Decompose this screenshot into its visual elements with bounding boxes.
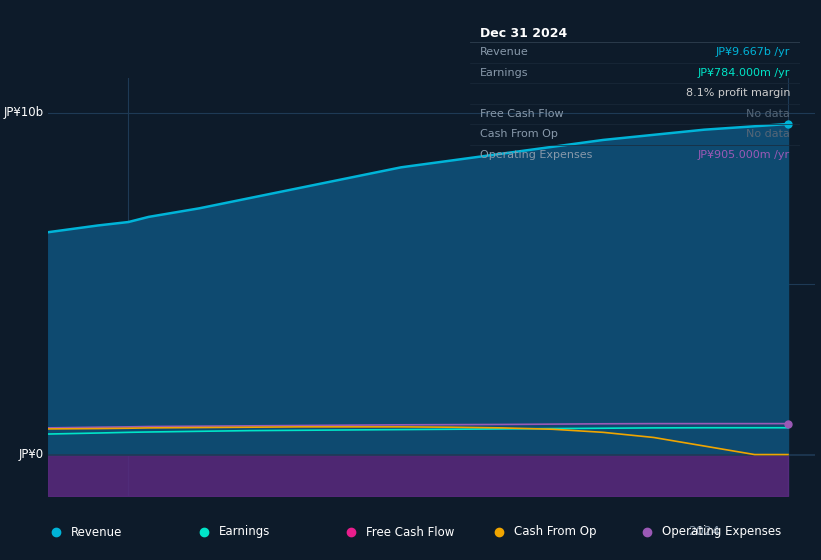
Text: Cash From Op: Cash From Op	[514, 525, 596, 539]
Text: JP¥784.000m /yr: JP¥784.000m /yr	[698, 68, 790, 78]
Text: Operating Expenses: Operating Expenses	[662, 525, 781, 539]
Text: Revenue: Revenue	[480, 47, 529, 57]
Text: Earnings: Earnings	[218, 525, 270, 539]
Text: JP¥0: JP¥0	[19, 448, 44, 461]
Text: Earnings: Earnings	[480, 68, 529, 78]
Text: Free Cash Flow: Free Cash Flow	[366, 525, 455, 539]
Text: Dec 31 2024: Dec 31 2024	[480, 27, 567, 40]
Text: Cash From Op: Cash From Op	[480, 129, 557, 139]
Text: Revenue: Revenue	[71, 525, 122, 539]
Text: Free Cash Flow: Free Cash Flow	[480, 109, 563, 119]
Text: JP¥10b: JP¥10b	[3, 106, 44, 119]
Text: Operating Expenses: Operating Expenses	[480, 150, 592, 160]
Text: No data: No data	[746, 129, 790, 139]
Text: 2024: 2024	[688, 525, 720, 538]
Text: JP¥905.000m /yr: JP¥905.000m /yr	[698, 150, 790, 160]
Text: 8.1% profit margin: 8.1% profit margin	[686, 88, 790, 98]
Text: No data: No data	[746, 109, 790, 119]
Text: JP¥9.667b /yr: JP¥9.667b /yr	[716, 47, 790, 57]
